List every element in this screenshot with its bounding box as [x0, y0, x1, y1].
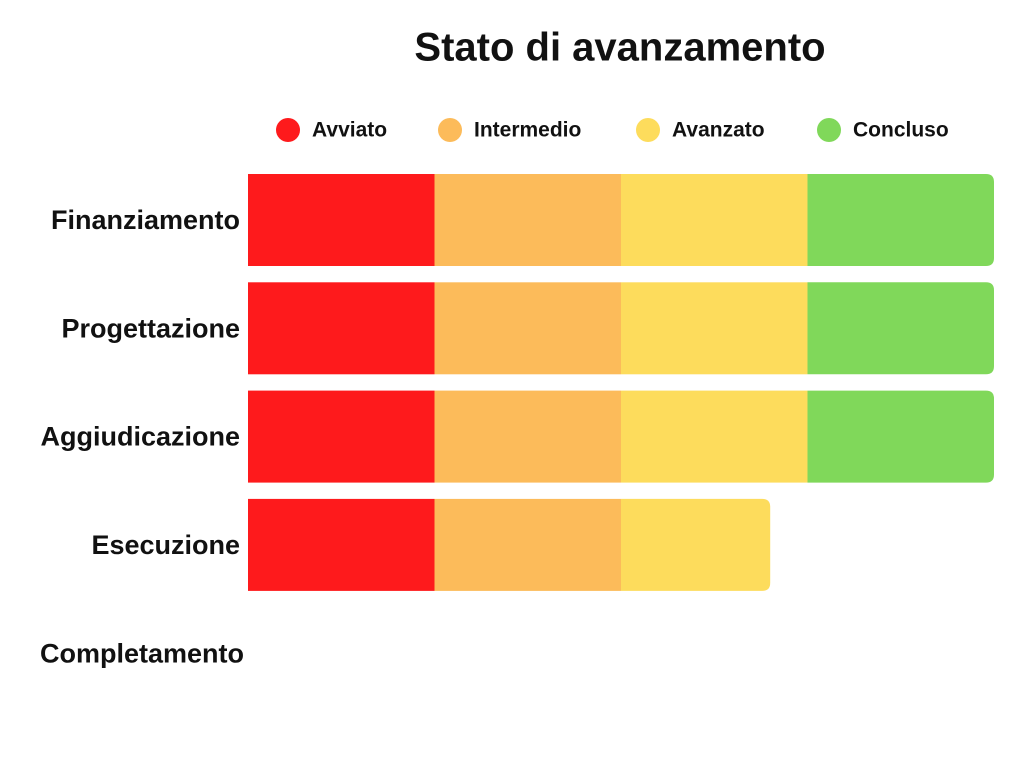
bar-segment	[434, 174, 621, 266]
bar-segment	[434, 390, 621, 483]
bar-segment	[248, 282, 435, 375]
y-tick-label: Aggiudicazione	[40, 422, 240, 452]
bar-segment	[807, 174, 994, 266]
legend-label: Intermedio	[474, 119, 581, 142]
bar-segment	[621, 390, 808, 483]
y-tick-label: Finanziamento	[51, 205, 240, 235]
bar-segment	[248, 498, 435, 591]
bar-segment	[621, 282, 808, 375]
bar-segment	[807, 282, 994, 375]
bar-segment	[248, 390, 435, 483]
bar-segment	[621, 174, 808, 266]
legend-swatch	[636, 118, 660, 142]
bar-segment	[248, 174, 435, 266]
chart-title: Stato di avanzamento	[414, 26, 825, 70]
legend-label: Concluso	[853, 119, 949, 142]
legend-label: Avviato	[312, 119, 387, 142]
y-tick-label: Esecuzione	[91, 530, 240, 560]
y-tick-label: Completamento	[40, 638, 244, 668]
bar-segment	[434, 282, 621, 375]
bar-segment	[807, 390, 994, 483]
bar-segment	[621, 498, 771, 591]
legend-label: Avanzato	[672, 119, 765, 142]
y-tick-label: Progettazione	[61, 313, 240, 343]
bar-segment	[434, 498, 621, 591]
legend-swatch	[817, 118, 841, 142]
legend-swatch	[438, 118, 462, 142]
legend-swatch	[276, 118, 300, 142]
